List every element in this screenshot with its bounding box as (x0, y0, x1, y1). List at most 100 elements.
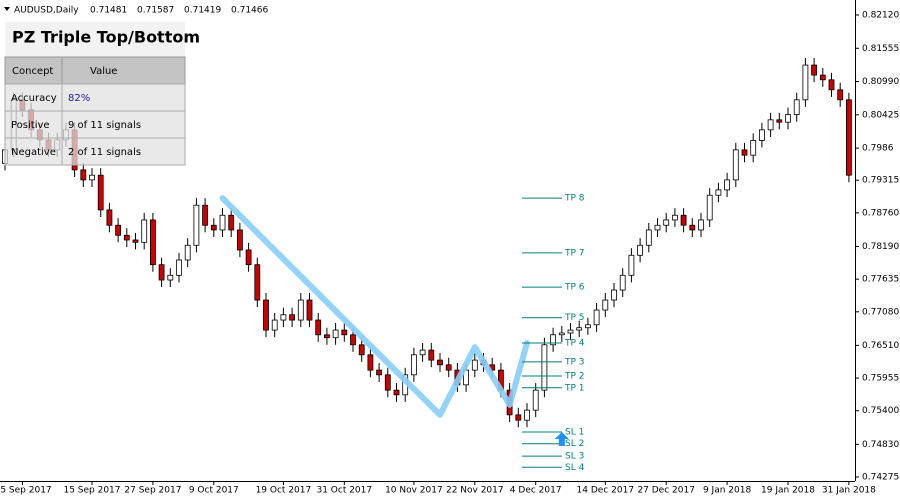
candle-body (228, 214, 235, 231)
candle (315, 312, 322, 342)
candle (254, 257, 261, 308)
candle-body (567, 329, 574, 334)
candle-body (132, 239, 139, 243)
candle (602, 292, 609, 318)
level-label: TP 6 (564, 283, 585, 293)
candle-body (97, 174, 104, 211)
candle-body (428, 349, 435, 361)
level-label: TP 8 (564, 194, 585, 204)
candle (637, 238, 643, 263)
candle (219, 208, 226, 238)
candle (358, 337, 365, 362)
candle (419, 343, 426, 362)
row-value: 9 of 11 signals (68, 120, 141, 131)
candle (193, 198, 200, 253)
candle-body (680, 214, 687, 226)
candle (724, 172, 730, 197)
x-tick-label: 14 Dec 2017 (577, 486, 635, 496)
candle (837, 82, 844, 107)
candle-body (811, 64, 817, 76)
header-cell (4, 56, 63, 85)
candle-body (149, 219, 156, 266)
x-tick-label: 19 Jan 2018 (761, 486, 815, 496)
candle (428, 343, 435, 368)
candle-body (289, 314, 296, 321)
candle (846, 92, 852, 183)
candle (785, 107, 791, 130)
candle (732, 142, 739, 187)
candle-body (297, 299, 304, 321)
symbol-header: AUDUSD,Daily 0.71481 0.71587 0.71419 0.7… (4, 6, 268, 16)
candle-body (445, 364, 452, 371)
candle (158, 257, 165, 288)
candle-body (323, 334, 330, 339)
candle (628, 248, 635, 283)
candle (524, 403, 530, 428)
candle-body (767, 119, 774, 131)
candle-body (689, 224, 696, 231)
signal-arrow (554, 431, 569, 446)
candle-body (541, 344, 548, 391)
candle (750, 133, 757, 163)
candle (680, 208, 687, 233)
candle (332, 323, 339, 345)
candle (715, 182, 722, 203)
y-tick-label: 0.78760 (862, 208, 899, 218)
candle (323, 327, 330, 345)
candle (541, 337, 548, 398)
y-tick-label: 0.82120 (862, 11, 899, 21)
candle (80, 162, 87, 187)
candle (515, 407, 522, 428)
candle (280, 307, 287, 328)
candle (228, 208, 235, 238)
candle-body (193, 204, 200, 246)
menu-triangle (4, 7, 10, 11)
candle (550, 327, 556, 352)
candle-body (393, 389, 400, 396)
candle (672, 208, 678, 228)
candle-body (611, 289, 617, 301)
candle (341, 323, 348, 342)
level-label: TP 2 (564, 372, 585, 382)
cell (61, 137, 186, 166)
candle-body (585, 324, 591, 329)
candle-body (341, 329, 348, 336)
candle (132, 232, 139, 250)
level-label: TP 5 (564, 313, 585, 323)
cell (4, 137, 63, 166)
candle (106, 202, 113, 233)
symbol: AUDUSD,Daily (14, 6, 79, 16)
candle-body (315, 319, 322, 336)
candle-body (141, 219, 148, 243)
candle (698, 212, 704, 238)
y-tick-label: 0.80990 (862, 77, 899, 87)
row-label: Positive (11, 120, 50, 131)
candle-body (558, 332, 565, 336)
candle-body (654, 224, 661, 231)
y-tick-label: 0.79315 (862, 176, 899, 186)
panel-title: PZ Triple Top/Bottom (12, 28, 200, 47)
candle-body (89, 174, 95, 181)
candle (445, 357, 452, 378)
y-tick-label: 0.77635 (862, 275, 899, 285)
accuracy-value: 82% (68, 93, 90, 104)
candle (97, 168, 104, 218)
candle-body (515, 414, 522, 421)
candle-body (158, 264, 165, 281)
cell (61, 83, 186, 112)
candle-body (471, 359, 478, 371)
candle-body (802, 64, 809, 101)
candle (115, 218, 121, 243)
candle-body (332, 329, 339, 339)
header-cell (61, 56, 186, 85)
candle (793, 92, 800, 122)
candle (706, 188, 713, 228)
open: 0.71481 (90, 6, 127, 16)
candle-body (846, 99, 852, 176)
candle-body (123, 234, 130, 241)
candle-body (358, 344, 365, 356)
candle-body (419, 349, 426, 356)
column-header: Value (90, 66, 117, 77)
candle (210, 218, 217, 238)
candle-body (602, 299, 609, 311)
